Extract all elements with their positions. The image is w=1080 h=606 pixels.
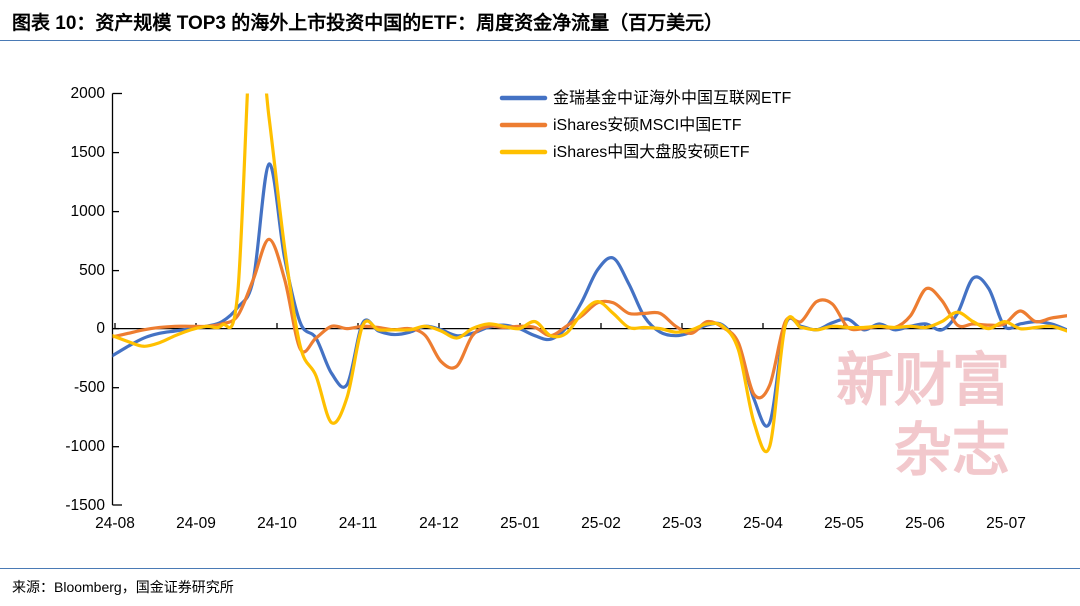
svg-text:iShares中国大盘股安硕ETF: iShares中国大盘股安硕ETF [553, 142, 750, 161]
svg-text:25-04: 25-04 [743, 515, 783, 532]
svg-text:25-05: 25-05 [824, 515, 864, 532]
svg-text:25-01: 25-01 [500, 515, 540, 532]
svg-text:25-06: 25-06 [905, 515, 945, 532]
svg-text:24-09: 24-09 [176, 515, 216, 532]
svg-text:500: 500 [79, 262, 105, 279]
svg-text:24-11: 24-11 [339, 515, 378, 532]
svg-text:25-07: 25-07 [986, 515, 1026, 532]
svg-text:-1000: -1000 [65, 438, 105, 455]
svg-text:iShares安硕MSCI中国ETF: iShares安硕MSCI中国ETF [553, 116, 742, 134]
svg-text:杂志: 杂志 [894, 418, 1010, 483]
svg-text:-1500: -1500 [65, 497, 105, 514]
svg-text:-500: -500 [74, 379, 105, 396]
svg-text:25-02: 25-02 [581, 515, 621, 532]
svg-text:新财富: 新财富 [836, 348, 1010, 413]
svg-text:24-12: 24-12 [419, 515, 459, 532]
svg-text:25-03: 25-03 [662, 515, 702, 532]
svg-text:1000: 1000 [71, 203, 106, 220]
svg-text:24-08: 24-08 [95, 515, 135, 532]
svg-text:1500: 1500 [71, 144, 106, 161]
svg-text:2000: 2000 [71, 85, 106, 102]
svg-text:0: 0 [96, 320, 105, 337]
svg-text:金瑞基金中证海外中国互联网ETF: 金瑞基金中证海外中国互联网ETF [553, 89, 791, 107]
svg-text:24-10: 24-10 [257, 515, 297, 532]
